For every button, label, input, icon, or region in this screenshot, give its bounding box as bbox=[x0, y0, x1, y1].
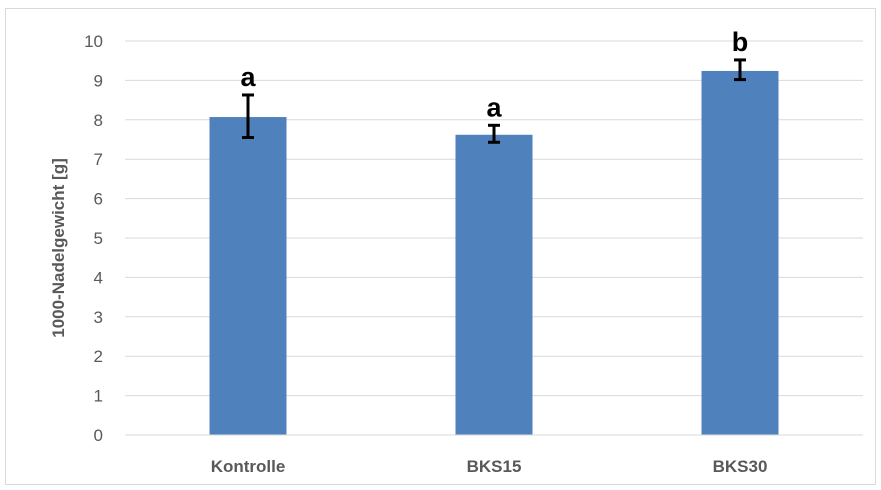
error-bar-bks30 bbox=[734, 58, 746, 82]
x-category-label: Kontrolle bbox=[211, 457, 286, 476]
error-bar-kontrolle bbox=[242, 93, 254, 140]
x-category-label: BKS30 bbox=[713, 457, 768, 476]
bar-kontrolle bbox=[209, 117, 287, 436]
y-tick-label: 4 bbox=[94, 268, 103, 287]
error-bars bbox=[242, 58, 746, 144]
y-tick-label: 2 bbox=[94, 347, 103, 366]
y-tick-label: 6 bbox=[94, 190, 103, 209]
y-tick-label: 7 bbox=[94, 150, 103, 169]
significance-letter: a bbox=[240, 62, 256, 92]
y-tick-label: 1 bbox=[94, 387, 103, 406]
x-axis-categories: Kontrolle BKS15 BKS30 bbox=[211, 457, 768, 476]
significance-letter: a bbox=[486, 92, 502, 122]
y-axis-title: 1000-Nadelgewicht [g] bbox=[49, 158, 68, 338]
x-category-label: BKS15 bbox=[467, 457, 522, 476]
bar-bks15 bbox=[455, 134, 533, 435]
significance-letters: a a b bbox=[240, 27, 748, 122]
y-tick-label: 0 bbox=[94, 426, 103, 445]
bar-bks30 bbox=[701, 70, 779, 435]
bars bbox=[209, 70, 779, 436]
y-axis-ticks: 0 1 2 3 4 5 6 7 8 9 10 bbox=[84, 32, 103, 445]
y-tick-label: 8 bbox=[94, 111, 103, 130]
y-tick-label: 3 bbox=[94, 308, 103, 327]
error-bar-bks15 bbox=[488, 123, 500, 144]
y-tick-label: 10 bbox=[84, 32, 103, 51]
y-tick-label: 9 bbox=[94, 71, 103, 90]
y-tick-label: 5 bbox=[94, 229, 103, 248]
significance-letter: b bbox=[732, 27, 749, 57]
